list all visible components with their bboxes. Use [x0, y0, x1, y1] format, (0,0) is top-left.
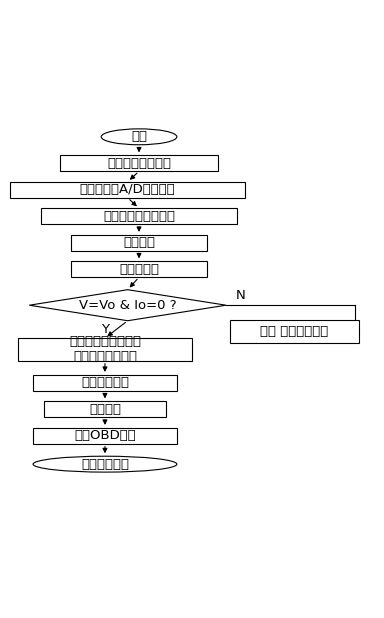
Text: Y: Y — [101, 323, 109, 336]
Ellipse shape — [33, 456, 177, 472]
Text: 进入正常工作模式，
输出理论控制信号: 进入正常工作模式， 输出理论控制信号 — [69, 336, 141, 363]
Text: V=Vo & Io=0 ?: V=Vo & Io=0 ? — [79, 298, 177, 311]
FancyBboxPatch shape — [18, 338, 192, 361]
Text: 接通上电预充电电路: 接通上电预充电电路 — [103, 210, 175, 222]
FancyBboxPatch shape — [41, 208, 237, 224]
Text: 开始: 开始 — [131, 130, 147, 143]
FancyBboxPatch shape — [71, 261, 207, 277]
Text: N: N — [235, 289, 245, 302]
FancyBboxPatch shape — [71, 235, 207, 251]
Text: 延时等待，A/D采集完毕: 延时等待，A/D采集完毕 — [80, 184, 175, 197]
Text: 保存OBD代码: 保存OBD代码 — [74, 430, 136, 442]
Text: 进入 故障处理模式: 进入 故障处理模式 — [260, 325, 328, 338]
Polygon shape — [29, 290, 226, 321]
Text: 状态检测: 状态检测 — [123, 236, 155, 249]
Text: 发送数据: 发送数据 — [89, 403, 121, 416]
FancyBboxPatch shape — [45, 401, 166, 417]
Text: 系统上电并初始化: 系统上电并初始化 — [107, 157, 171, 170]
Text: 调整控制精度: 调整控制精度 — [81, 376, 129, 389]
Text: 单次循环结束: 单次循环结束 — [81, 458, 129, 471]
FancyBboxPatch shape — [33, 428, 177, 444]
FancyBboxPatch shape — [230, 320, 359, 343]
FancyBboxPatch shape — [33, 375, 177, 391]
FancyBboxPatch shape — [10, 182, 245, 198]
Text: 接通主回路: 接通主回路 — [119, 263, 159, 276]
FancyBboxPatch shape — [60, 155, 218, 171]
Ellipse shape — [101, 129, 177, 145]
